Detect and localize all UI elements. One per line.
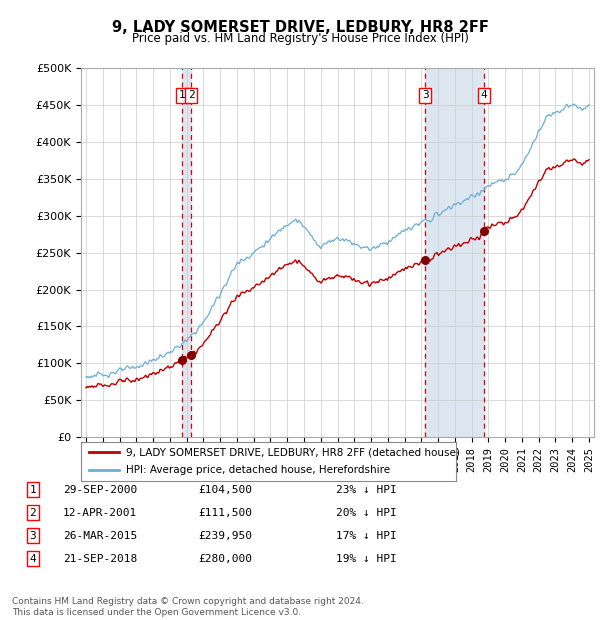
Text: 9, LADY SOMERSET DRIVE, LEDBURY, HR8 2FF: 9, LADY SOMERSET DRIVE, LEDBURY, HR8 2FF [112,20,488,35]
Text: £111,500: £111,500 [198,508,252,518]
Text: 20% ↓ HPI: 20% ↓ HPI [336,508,397,518]
Bar [425,68,484,437]
Text: 3: 3 [29,531,37,541]
Text: 2: 2 [188,91,194,100]
Text: 17% ↓ HPI: 17% ↓ HPI [336,531,397,541]
Text: 2: 2 [29,508,37,518]
Text: 12-APR-2001: 12-APR-2001 [63,508,137,518]
Text: 4: 4 [481,91,487,100]
Text: 4: 4 [29,554,37,564]
Text: 9, LADY SOMERSET DRIVE, LEDBURY, HR8 2FF (detached house): 9, LADY SOMERSET DRIVE, LEDBURY, HR8 2FF… [126,448,460,458]
Text: 26-MAR-2015: 26-MAR-2015 [63,531,137,541]
Text: 3: 3 [422,91,428,100]
Text: Price paid vs. HM Land Registry's House Price Index (HPI): Price paid vs. HM Land Registry's House … [131,32,469,45]
Text: 1: 1 [29,485,37,495]
Text: 1: 1 [179,91,186,100]
Text: £280,000: £280,000 [198,554,252,564]
Text: 23% ↓ HPI: 23% ↓ HPI [336,485,397,495]
Text: £239,950: £239,950 [198,531,252,541]
Text: £104,500: £104,500 [198,485,252,495]
Text: 21-SEP-2018: 21-SEP-2018 [63,554,137,564]
Text: Contains HM Land Registry data © Crown copyright and database right 2024.
This d: Contains HM Land Registry data © Crown c… [12,598,364,617]
Text: 19% ↓ HPI: 19% ↓ HPI [336,554,397,564]
Text: HPI: Average price, detached house, Herefordshire: HPI: Average price, detached house, Here… [126,465,390,475]
Bar [182,68,191,437]
Text: 29-SEP-2000: 29-SEP-2000 [63,485,137,495]
